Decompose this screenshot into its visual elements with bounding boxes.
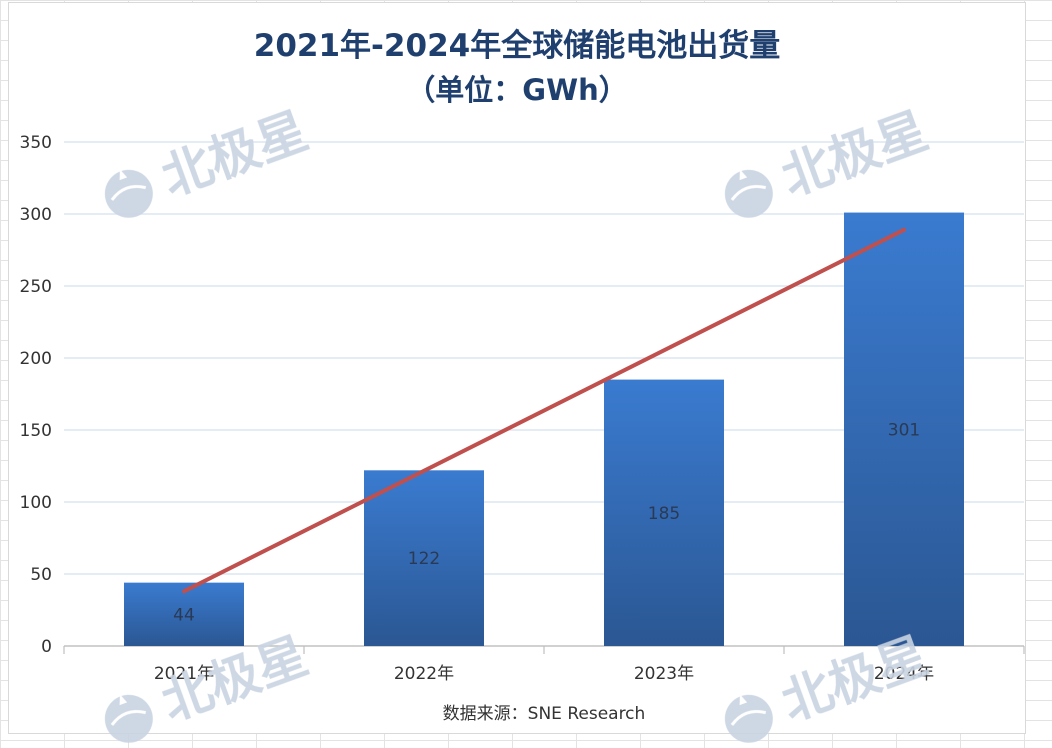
x-tick-label: 2022年 xyxy=(394,664,454,684)
bar xyxy=(844,212,964,646)
y-tick-label: 0 xyxy=(41,637,52,657)
star-globe-icon xyxy=(724,169,773,218)
star-globe-icon xyxy=(104,694,153,743)
globe-arc-icon xyxy=(730,709,767,726)
trend-line xyxy=(182,227,906,594)
bar xyxy=(364,470,484,646)
x-tick-label: 2023年 xyxy=(634,664,694,684)
y-tick-label: 250 xyxy=(20,277,52,297)
y-tick-label: 50 xyxy=(30,565,52,585)
watermark-logo: 北极星 xyxy=(724,101,935,218)
star-globe-icon xyxy=(724,694,773,743)
star-globe-icon xyxy=(104,169,153,218)
chart-subtitle: （单位：GWh） xyxy=(406,73,628,107)
star-icon xyxy=(739,169,748,181)
y-tick-label: 350 xyxy=(20,133,52,153)
watermark-logo: 北极星 xyxy=(104,101,315,218)
y-tick-label: 200 xyxy=(20,349,52,369)
x-tick-label: 2024年 xyxy=(874,664,934,684)
trend-line-group xyxy=(182,227,906,594)
star-icon xyxy=(119,169,128,181)
bars xyxy=(124,212,964,646)
watermark-text: 北极星 xyxy=(774,101,935,207)
y-tick-label: 150 xyxy=(20,421,52,441)
chart-title: 2021年-2024年全球储能电池出货量 xyxy=(253,28,781,64)
data-labels: 44 122 185 301 xyxy=(173,420,920,625)
star-icon xyxy=(119,694,128,706)
bar xyxy=(604,379,724,646)
star-icon xyxy=(739,694,748,706)
watermark-logo: 北极星 xyxy=(724,626,935,743)
bar-value-label: 301 xyxy=(888,420,920,440)
y-tick-label: 300 xyxy=(20,205,52,225)
globe-arc-icon xyxy=(110,184,147,201)
watermark-text: 北极星 xyxy=(154,101,315,207)
globe-arc-icon xyxy=(730,184,767,201)
source-note: 数据来源：SNE Research xyxy=(443,704,646,724)
y-tick-label: 100 xyxy=(20,493,52,513)
bar-value-label: 44 xyxy=(173,605,195,625)
bar-value-label: 185 xyxy=(648,504,680,524)
bar-value-label: 122 xyxy=(408,549,440,569)
globe-arc-icon xyxy=(110,709,147,726)
x-axis-labels: 2021年 2022年 2023年 2024年 xyxy=(154,664,934,684)
x-tick-label: 2021年 xyxy=(154,664,214,684)
